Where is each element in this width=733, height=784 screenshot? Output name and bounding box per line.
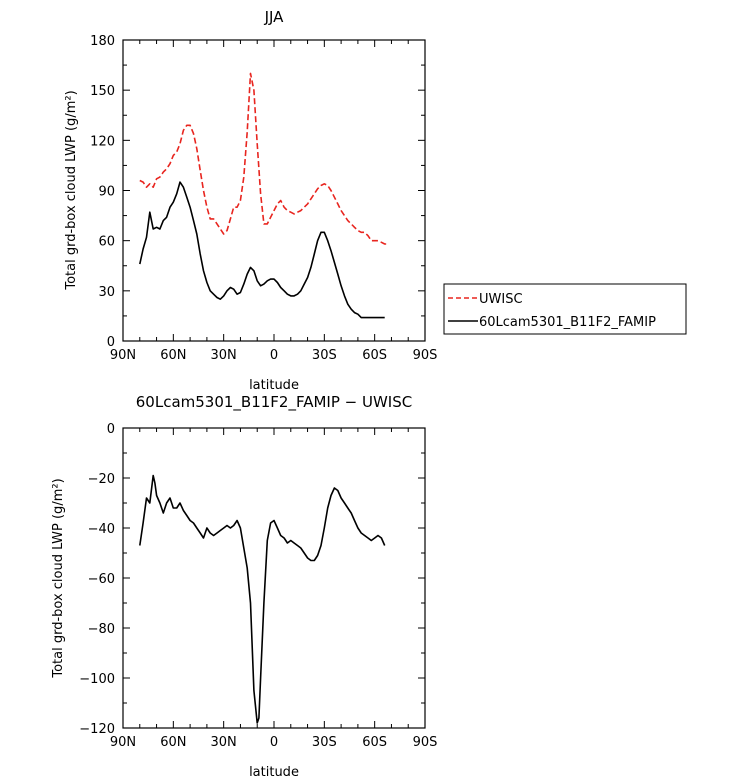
y-tick-label: −20 [88, 472, 115, 487]
y-tick-label: 30 [98, 285, 115, 300]
x-tick-label: 0 [270, 735, 278, 750]
series-line-uwisc [139, 72, 389, 245]
series-line-60lcam5301-b11f2-famip [139, 181, 385, 319]
y-tick-label: −100 [79, 672, 115, 687]
x-tick-label: 30S [312, 735, 337, 750]
chart-title: 60Lcam5301_B11F2_FAMIP − UWISC [136, 393, 412, 412]
y-tick-label: 0 [107, 422, 115, 437]
x-tick-label: 60S [362, 348, 387, 363]
plot-frame [122, 39, 426, 342]
x-tick-label: 90N [110, 735, 136, 750]
y-tick-label: 90 [98, 185, 115, 200]
y-tick-label: −80 [88, 622, 115, 637]
x-tick-label: 30N [211, 348, 237, 363]
chart-panel-top: JJA Total grd-box cloud LWP (g/m²) latit… [64, 8, 687, 393]
chart-panel-bottom: 60Lcam5301_B11F2_FAMIP − UWISC Total grd… [51, 393, 437, 780]
x-tick-label: 30S [312, 348, 337, 363]
y-tick-label: 150 [90, 84, 115, 99]
x-tick-label: 90N [110, 348, 136, 363]
y-axis-title-text: Total grd-box cloud LWP (g/m²) [51, 478, 66, 678]
x-tick-label: 60N [160, 348, 186, 363]
axes-ticks: 90N 60N 30N 0 30S 60S 90S 0 30 60 90 120 150 180 [90, 34, 437, 363]
x-tick-label: 60N [160, 735, 186, 750]
y-axis-title: Total grd-box cloud LWP (g/m²) [64, 90, 79, 290]
y-tick-label: 0 [107, 335, 115, 350]
y-tick-label: −60 [88, 572, 115, 587]
x-tick-label: 30N [211, 735, 237, 750]
y-axis-title: Total grd-box cloud LWP (g/m²) [51, 478, 66, 678]
series-line-difference [139, 474, 386, 724]
y-tick-label: −120 [79, 722, 115, 737]
axes-ticks: 90N 60N 30N 0 30S 60S 90S 0 −20 −40 −60 −80 −100 −120 [79, 422, 437, 750]
x-axis-title: latitude [249, 378, 299, 393]
x-tick-label: 0 [270, 348, 278, 363]
x-tick-label: 90S [413, 348, 438, 363]
legend: UWISC 60Lcam5301_B11F2_FAMIP [443, 283, 687, 335]
y-tick-label: 60 [98, 235, 115, 250]
x-tick-label: 90S [413, 735, 438, 750]
y-tick-label: −40 [88, 522, 115, 537]
plot-frame [122, 427, 426, 729]
x-tick-label: 60S [362, 735, 387, 750]
y-axis-title-text: Total grd-box cloud LWP (g/m²) [64, 90, 79, 290]
legend-label-uwisc: UWISC [479, 292, 523, 307]
chart-title: JJA [264, 8, 285, 26]
series-lines [139, 474, 386, 724]
legend-box [443, 283, 687, 335]
legend-label-model: 60Lcam5301_B11F2_FAMIP [479, 315, 656, 330]
y-tick-label: 180 [90, 34, 115, 49]
y-tick-label: 120 [90, 134, 115, 149]
series-lines [139, 72, 389, 319]
x-axis-title: latitude [249, 765, 299, 780]
